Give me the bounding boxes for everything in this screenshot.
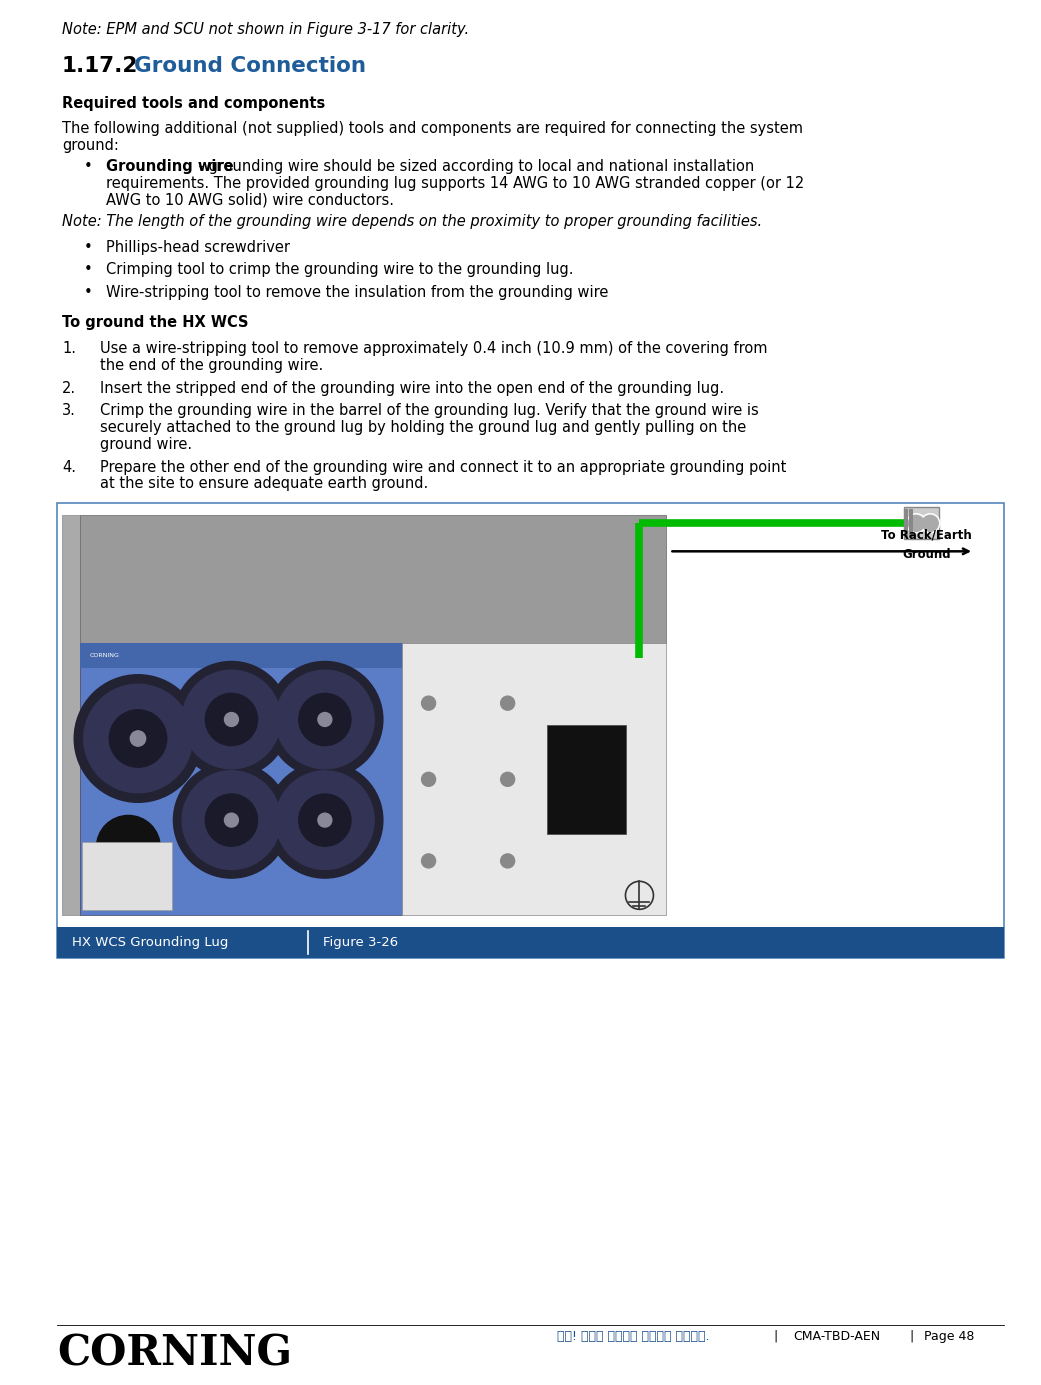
Text: Ground Connection: Ground Connection xyxy=(134,55,366,76)
Bar xyxy=(80,643,402,915)
Circle shape xyxy=(922,515,938,532)
Bar xyxy=(548,724,627,834)
Text: The following additional (not supplied) tools and components are required for co: The following additional (not supplied) … xyxy=(62,120,803,136)
Text: •: • xyxy=(84,240,93,255)
Circle shape xyxy=(501,697,514,711)
Circle shape xyxy=(422,773,435,787)
Circle shape xyxy=(174,662,289,777)
Circle shape xyxy=(97,816,160,879)
Text: Required tools and components: Required tools and components xyxy=(62,96,325,111)
Text: - grounding wire should be sized according to local and national installation: - grounding wire should be sized accordi… xyxy=(194,159,754,175)
Bar xyxy=(62,515,80,915)
Circle shape xyxy=(501,855,514,868)
Text: Note: The length of the grounding wire depends on the proximity to proper ground: Note: The length of the grounding wire d… xyxy=(62,215,762,230)
Circle shape xyxy=(130,731,146,747)
Circle shape xyxy=(318,712,332,727)
Circle shape xyxy=(318,813,332,827)
Circle shape xyxy=(422,855,435,868)
Text: CORNING: CORNING xyxy=(90,654,120,658)
Bar xyxy=(57,928,1004,958)
Circle shape xyxy=(74,674,202,802)
Text: 3.: 3. xyxy=(62,403,76,418)
Bar xyxy=(904,507,939,539)
Circle shape xyxy=(83,684,193,792)
Text: ground wire.: ground wire. xyxy=(100,436,193,452)
Text: To ground the HX WCS: To ground the HX WCS xyxy=(62,316,249,330)
Text: securely attached to the ground lug by holding the ground lug and gently pulling: securely attached to the ground lug by h… xyxy=(100,420,746,435)
Text: CMA-TBD-AEN: CMA-TBD-AEN xyxy=(793,1330,881,1343)
Bar xyxy=(57,503,1004,958)
Text: ground:: ground: xyxy=(62,138,119,152)
Circle shape xyxy=(276,771,374,870)
Text: HX WCS Grounding Lug: HX WCS Grounding Lug xyxy=(72,936,228,949)
Text: 오류! 지정한 스타일은 사용되지 않습니다.: 오류! 지정한 스타일은 사용되지 않습니다. xyxy=(557,1330,709,1343)
Text: Insert the stripped end of the grounding wire into the open end of the grounding: Insert the stripped end of the grounding… xyxy=(100,381,725,396)
Bar xyxy=(402,643,666,915)
Circle shape xyxy=(205,694,257,745)
Circle shape xyxy=(109,709,167,767)
Text: •: • xyxy=(84,159,93,175)
Text: Prepare the other end of the grounding wire and connect it to an appropriate gro: Prepare the other end of the grounding w… xyxy=(100,460,786,475)
Text: Page 48: Page 48 xyxy=(924,1330,974,1343)
Text: CORNING: CORNING xyxy=(57,1332,291,1375)
Circle shape xyxy=(225,813,238,827)
Circle shape xyxy=(174,762,289,878)
Circle shape xyxy=(205,794,257,846)
Circle shape xyxy=(182,771,281,870)
Text: Use a wire-stripping tool to remove approximately 0.4 inch (10.9 mm) of the cove: Use a wire-stripping tool to remove appr… xyxy=(100,341,767,356)
Text: 2.: 2. xyxy=(62,381,76,396)
Text: Crimp the grounding wire in the barrel of the grounding lug. Verify that the gro: Crimp the grounding wire in the barrel o… xyxy=(100,403,759,418)
Circle shape xyxy=(907,514,925,533)
Text: To Rack/Earth: To Rack/Earth xyxy=(881,528,972,542)
Circle shape xyxy=(299,794,351,846)
Circle shape xyxy=(266,662,383,777)
Text: Phillips-head screwdriver: Phillips-head screwdriver xyxy=(106,240,290,255)
Text: 1.17.2: 1.17.2 xyxy=(62,55,138,76)
Bar xyxy=(82,842,172,910)
Text: Wire-stripping tool to remove the insulation from the grounding wire: Wire-stripping tool to remove the insula… xyxy=(106,285,608,301)
Circle shape xyxy=(920,514,940,533)
Text: 4.: 4. xyxy=(62,460,76,475)
Circle shape xyxy=(501,773,514,787)
Circle shape xyxy=(266,762,383,878)
Text: |: | xyxy=(910,1330,914,1343)
Text: |: | xyxy=(773,1330,778,1343)
Text: Grounding wire: Grounding wire xyxy=(106,159,233,175)
Circle shape xyxy=(908,515,924,532)
Circle shape xyxy=(276,670,374,769)
Circle shape xyxy=(182,670,281,769)
Circle shape xyxy=(299,694,351,745)
Bar xyxy=(80,515,666,643)
Circle shape xyxy=(422,697,435,711)
Circle shape xyxy=(225,712,238,727)
Text: Crimping tool to crimp the grounding wire to the grounding lug.: Crimping tool to crimp the grounding wir… xyxy=(106,262,574,277)
Text: •: • xyxy=(84,262,93,277)
Text: Ground: Ground xyxy=(903,548,950,561)
Text: at the site to ensure adequate earth ground.: at the site to ensure adequate earth gro… xyxy=(100,476,428,492)
Text: requirements. The provided grounding lug supports 14 AWG to 10 AWG stranded copp: requirements. The provided grounding lug… xyxy=(106,176,805,191)
Text: the end of the grounding wire.: the end of the grounding wire. xyxy=(100,357,324,373)
Text: •: • xyxy=(84,285,93,301)
Text: AWG to 10 AWG solid) wire conductors.: AWG to 10 AWG solid) wire conductors. xyxy=(106,193,393,208)
Text: Figure 3-26: Figure 3-26 xyxy=(323,936,398,949)
Text: 1.: 1. xyxy=(62,341,76,356)
Text: Note: EPM and SCU not shown in Figure 3-17 for clarity.: Note: EPM and SCU not shown in Figure 3-… xyxy=(62,22,469,37)
Bar xyxy=(80,643,402,668)
